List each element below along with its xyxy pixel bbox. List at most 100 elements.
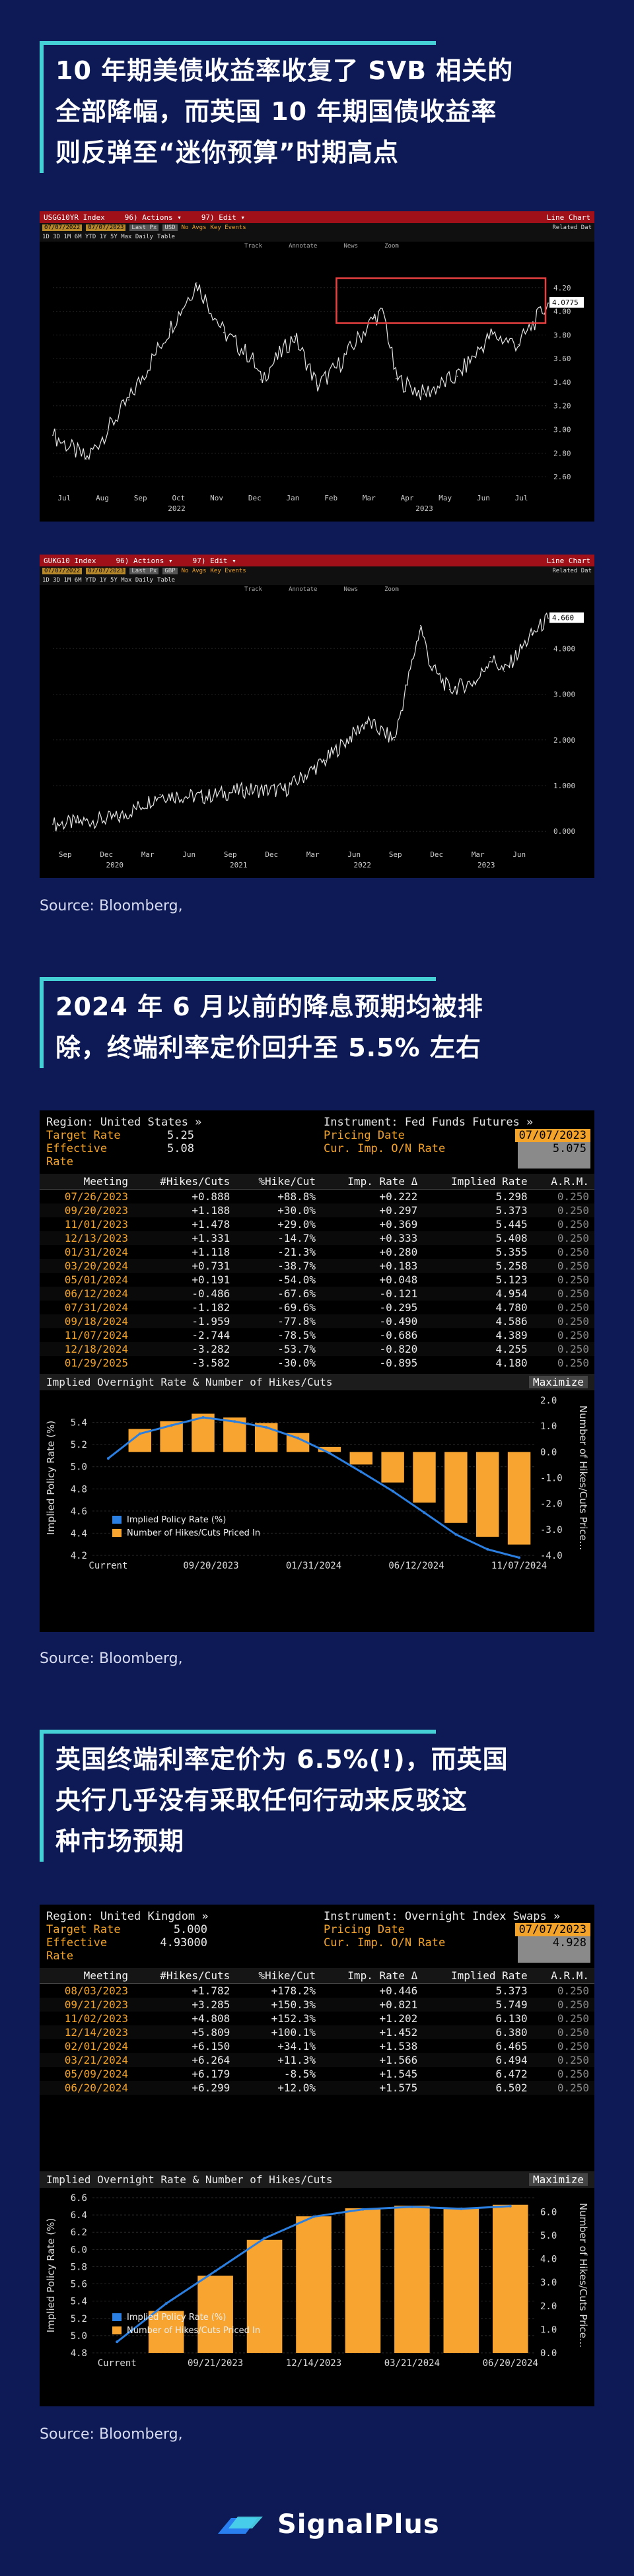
key-events[interactable]: Key Events	[210, 224, 246, 231]
table-row[interactable]: 11/02/2023 +4.808 +152.3% +1.202 6.130 0.250	[40, 2012, 594, 2025]
annotate-tool[interactable]: Annotate	[289, 243, 318, 250]
column-header[interactable]: Meeting	[40, 1174, 134, 1190]
boe-pricing-date[interactable]: 07/07/2023	[514, 1923, 590, 1936]
column-header[interactable]: %Hike/Cut	[235, 1174, 322, 1190]
signalplus-logo-text: SignalPlus	[277, 2509, 440, 2540]
date-to[interactable]: 07/07/2023	[86, 224, 126, 231]
zoom-tool[interactable]: Zoom	[384, 243, 399, 250]
table-row[interactable]: 02/01/2024 +6.150 +34.1% +1.538 6.465 0.250	[40, 2039, 594, 2053]
table-cell: 12/14/2023	[40, 2025, 134, 2039]
table-cell: 4.586	[423, 1314, 533, 1328]
table-row[interactable]: 12/18/2024 -3.282 -53.7% -0.820 4.255 0.250	[40, 1342, 594, 1356]
table-row[interactable]: 09/18/2024 -1.959 -77.8% -0.490 4.586 0.250	[40, 1314, 594, 1328]
table-row[interactable]: 09/20/2023 +1.188 +30.0% +0.297 5.373 0.250	[40, 1203, 594, 1217]
x-tick-label: Current	[88, 1561, 127, 1571]
table-row[interactable]: 03/20/2024 +0.731 -38.7% +0.183 5.258 0.250	[40, 1259, 594, 1273]
table-cell: 0.250	[557, 1984, 589, 1997]
table-button-2[interactable]: Table	[157, 577, 176, 584]
fed-pricing-date[interactable]: 07/07/2023	[514, 1129, 590, 1142]
zoom-tool-2[interactable]: Zoom	[384, 586, 399, 593]
edit-menu-2[interactable]: 97) Edit ▾	[192, 556, 236, 565]
fed-wirp-panel: Region: United States » Instrument: Fed …	[40, 1110, 594, 1632]
table-row[interactable]: 09/21/2023 +3.285 +150.3% +0.821 5.749 0.250	[40, 1998, 594, 2012]
column-header[interactable]: Imp. Rate Δ	[321, 1968, 423, 1984]
period-selector-2[interactable]: 1D 3D 1M 6M YTD 1Y 5Y Max Daily	[42, 577, 153, 584]
column-header[interactable]: A.R.M.	[532, 1968, 594, 1984]
table-cell: 0.250	[532, 2053, 594, 2067]
date-from-2[interactable]: 07/07/2022	[42, 568, 83, 574]
data-point	[547, 302, 549, 304]
signalplus-logo-icon	[218, 2517, 263, 2534]
date-from[interactable]: 07/07/2022	[42, 224, 83, 231]
avg-toggle-2[interactable]: No Avgs	[181, 568, 207, 574]
y-tick-label: 1.000	[553, 782, 575, 790]
table-row[interactable]: 11/01/2023 +1.478 +29.0% +0.369 5.445 0.250	[40, 1217, 594, 1231]
news-tool-2[interactable]: News	[343, 586, 359, 593]
us10y-chart-panel: USGG10YR Index 96) Actions ▾ 97) Edit ▾ …	[40, 211, 594, 522]
table-row[interactable]: 01/29/2025 -3.582 -30.0% -0.895 4.180 0.250	[40, 1356, 594, 1370]
table-row[interactable]: 06/12/2024 -0.486 -67.6% -0.121 4.954 0.250	[40, 1287, 594, 1301]
table-cell: 4.780	[495, 1301, 528, 1314]
column-header[interactable]: A.R.M.	[532, 1174, 594, 1190]
actions-menu[interactable]: 96) Actions ▾	[124, 213, 182, 222]
annotate-tool-2[interactable]: Annotate	[289, 586, 318, 593]
period-selector[interactable]: 1D 3D 1M 6M YTD 1Y 5Y Max Daily	[42, 234, 153, 240]
table-row[interactable]: 11/07/2024 -2.744 -78.5% -0.686 4.389 0.250	[40, 1328, 594, 1342]
fed-maximize-button[interactable]: Maximize	[528, 1376, 588, 1388]
table-row[interactable]: 06/20/2024 +6.299 +12.0% +1.575 6.502 0.250	[40, 2081, 594, 2095]
boe-instrument-selector[interactable]: Instrument: Overnight Index Swaps »	[324, 1910, 561, 1923]
data-point	[52, 824, 53, 825]
actions-menu-2[interactable]: 96) Actions ▾	[116, 556, 173, 565]
news-tool[interactable]: News	[343, 243, 359, 250]
table-row[interactable]: 07/31/2024 -1.182 -69.6% -0.295 4.780 0.250	[40, 1301, 594, 1314]
table-row[interactable]: 12/13/2023 +1.331 -14.7% +0.333 5.408 0.250	[40, 1231, 594, 1245]
table-cell: +1.452	[321, 2025, 423, 2039]
rate-point	[265, 1426, 268, 1429]
y-tick-label: 3.00	[553, 426, 571, 434]
data-point	[196, 282, 197, 284]
series-line	[52, 283, 549, 461]
table-button[interactable]: Table	[157, 234, 176, 240]
date-to-2[interactable]: 07/07/2023	[86, 568, 126, 574]
table-cell: 03/21/2024	[40, 2053, 134, 2067]
column-header[interactable]: Implied Rate	[423, 1968, 533, 1984]
column-header[interactable]: Meeting	[40, 1968, 134, 1984]
column-header[interactable]: Implied Rate	[423, 1174, 533, 1190]
bar	[476, 1452, 499, 1537]
table-row[interactable]: 01/31/2024 +1.118 -21.3% +0.280 5.355 0.250	[40, 1245, 594, 1259]
table-row[interactable]: 12/14/2023 +5.809 +100.1% +1.452 6.380 0.250	[40, 2025, 594, 2039]
table-cell: +152.3%	[271, 2012, 316, 2025]
table-cell: 11/01/2023	[64, 1218, 129, 1231]
y-tick-label: 5.4	[71, 2297, 87, 2307]
column-header[interactable]: #Hikes/Cuts	[133, 1174, 236, 1190]
table-row[interactable]: 07/26/2023 +0.888 +88.8% +0.222 5.298 0.250	[40, 1190, 594, 1204]
x-tick-label: Feb	[324, 494, 337, 502]
edit-menu[interactable]: 97) Edit ▾	[201, 213, 246, 222]
table-row[interactable]: 05/01/2024 +0.191 -54.0% +0.048 5.123 0.250	[40, 1273, 594, 1287]
table-row[interactable]: 03/21/2024 +6.264 +11.3% +1.566 6.494 0.250	[40, 2053, 594, 2067]
table-cell: +178.2%	[271, 1984, 316, 1997]
boe-region-selector[interactable]: Region: United Kingdom »	[46, 1910, 209, 1923]
table-cell: +100.1%	[235, 2025, 322, 2039]
fed-region-selector[interactable]: Region: United States »	[46, 1116, 202, 1129]
fed-instrument-selector[interactable]: Instrument: Fed Funds Futures »	[324, 1116, 534, 1129]
column-header[interactable]: #Hikes/Cuts	[133, 1968, 236, 1984]
table-cell: +0.333	[321, 1231, 423, 1245]
column-header[interactable]: %Hike/Cut	[235, 1968, 322, 1984]
table-cell: -38.7%	[235, 1259, 322, 1273]
table-cell: 0.250	[557, 2068, 589, 2080]
track-tool[interactable]: Track	[244, 243, 263, 250]
key-events-2[interactable]: Key Events	[210, 568, 246, 574]
track-tool-2[interactable]: Track	[244, 586, 263, 593]
table-cell: -2.744	[192, 1329, 230, 1341]
table-row[interactable]: 08/03/2023 +1.782 +178.2% +0.446 5.373 0.250	[40, 1984, 594, 1998]
table-cell: -21.3%	[277, 1246, 316, 1258]
table-row[interactable]: 05/09/2024 +6.179 -8.5% +1.545 6.472 0.250	[40, 2067, 594, 2081]
x-tick-label: Dec	[430, 850, 443, 859]
column-header[interactable]: Imp. Rate Δ	[321, 1174, 423, 1190]
x-tick-label: Current	[98, 2358, 137, 2369]
avg-toggle[interactable]: No Avgs	[181, 224, 207, 231]
us10y-line-chart: 2.60 2.80 3.00 3.20 3.40 3.60 3.80 4.00 4.20 Jul A…	[40, 251, 594, 522]
boe-maximize-button[interactable]: Maximize	[528, 2173, 588, 2186]
table-cell: +1.566	[321, 2053, 423, 2067]
